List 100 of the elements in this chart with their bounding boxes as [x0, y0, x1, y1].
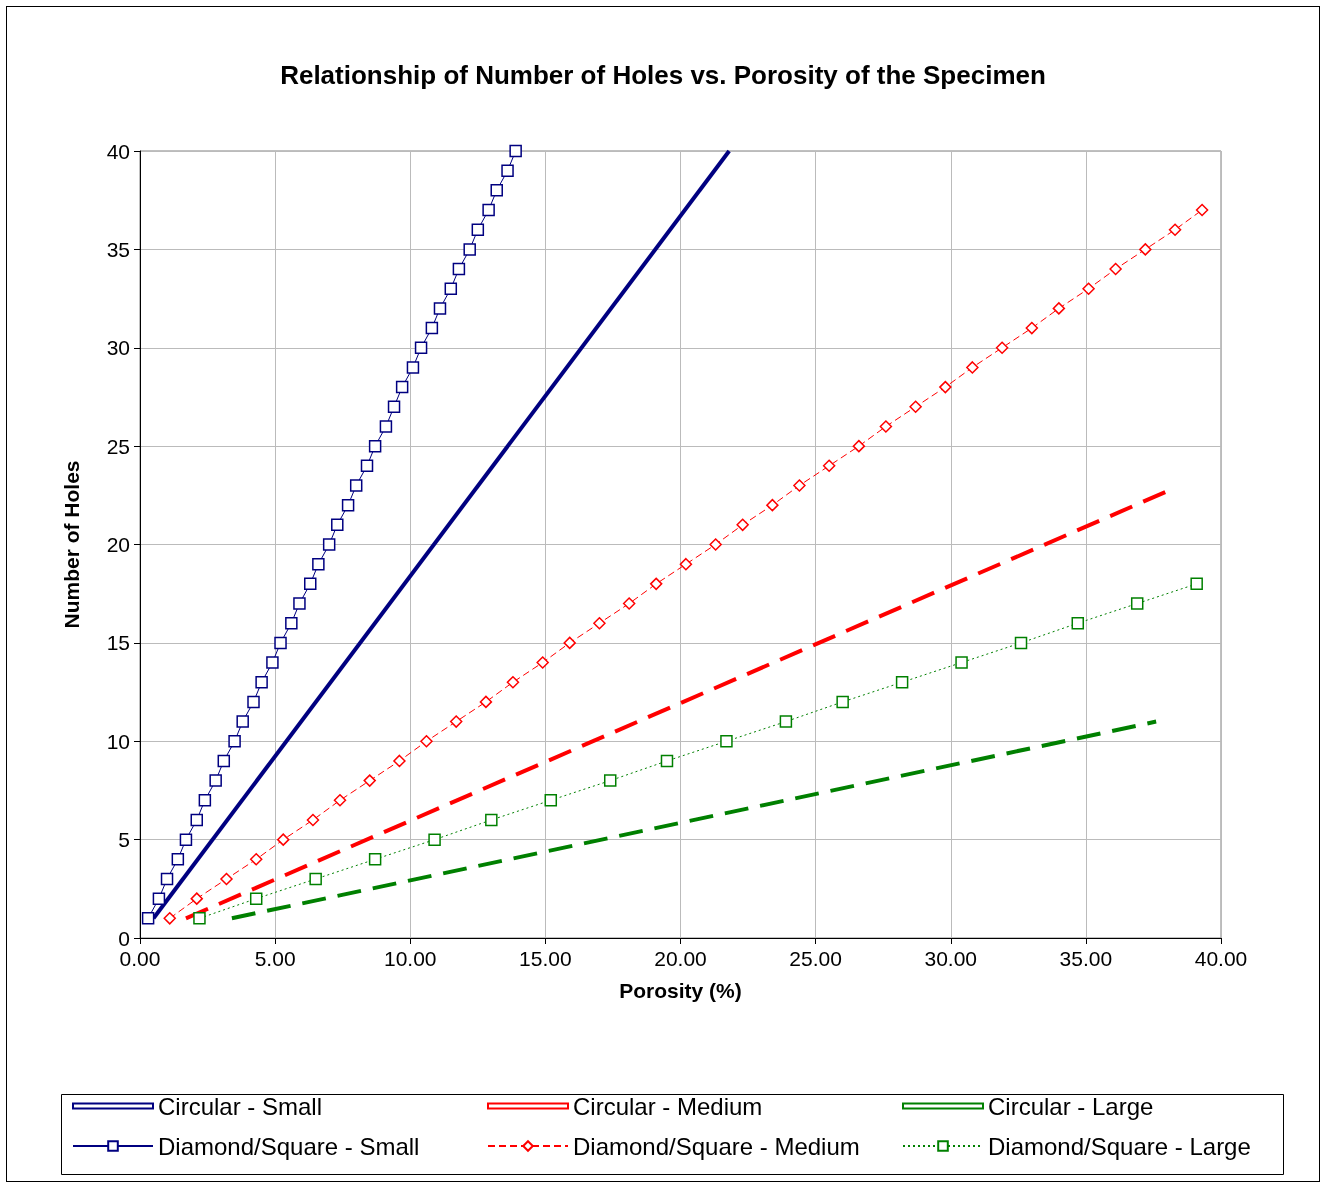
x-axis-title: Porosity (%) [619, 979, 742, 1002]
point [879, 420, 893, 433]
point [485, 813, 498, 827]
point [603, 774, 617, 787]
point [368, 853, 382, 866]
point [1195, 203, 1209, 217]
chart-title: Relationship of Number of Holes vs. Porosity of the Specimen [280, 60, 1046, 90]
point [736, 518, 749, 532]
y-tick-label: 40 [106, 139, 130, 163]
point [1025, 321, 1039, 335]
y-tick-label: 15 [106, 631, 130, 655]
point [406, 361, 420, 374]
point [679, 557, 693, 571]
point [1168, 223, 1182, 236]
x-tick-label: 0.00 [119, 947, 161, 970]
point [217, 754, 231, 768]
point [720, 735, 733, 748]
x-tick-label: 30.00 [924, 947, 978, 970]
point [209, 774, 222, 787]
point [368, 439, 382, 453]
point [909, 400, 922, 414]
point [428, 833, 441, 846]
point [1130, 597, 1144, 610]
point [1052, 302, 1066, 315]
y-tick-label: 10 [106, 729, 130, 753]
point [179, 833, 193, 846]
point [836, 695, 849, 709]
point [363, 774, 376, 787]
point [593, 616, 606, 630]
point [228, 735, 241, 748]
point [793, 479, 806, 492]
point [766, 498, 779, 512]
x-tick-label: 5.00 [254, 947, 296, 970]
point [660, 754, 674, 768]
point [360, 459, 374, 473]
point [414, 341, 428, 354]
x-tick-label: 15.00 [519, 947, 572, 970]
point [387, 400, 401, 414]
y-tick-label: 30 [106, 336, 130, 360]
point [293, 597, 306, 610]
point [822, 459, 836, 473]
point [622, 597, 636, 610]
point [544, 794, 558, 807]
point [490, 184, 503, 197]
point [141, 912, 155, 925]
point [349, 479, 363, 492]
point [249, 892, 263, 905]
point [939, 380, 952, 394]
x-tick-label: 10.00 [383, 947, 437, 970]
point [285, 616, 298, 630]
y-tick-label: 0 [118, 926, 130, 950]
point [852, 439, 866, 453]
point [501, 164, 514, 177]
point [479, 695, 493, 709]
point [1071, 616, 1085, 630]
point [163, 912, 176, 925]
y-tick-label: 35 [106, 237, 130, 261]
point [152, 892, 166, 905]
point [452, 262, 466, 276]
point [306, 813, 320, 827]
point [393, 754, 406, 768]
point [249, 853, 263, 866]
point [536, 656, 549, 669]
point [171, 853, 185, 866]
point [955, 656, 968, 669]
point [1109, 262, 1122, 276]
point [425, 321, 439, 335]
legend-label: Circular - Large [988, 1092, 1154, 1120]
point [266, 656, 279, 669]
point [309, 872, 322, 886]
point [506, 675, 520, 689]
point [333, 794, 347, 807]
legend-label: Diamond/Square - Small [158, 1132, 420, 1160]
point [190, 813, 203, 827]
point [379, 420, 393, 433]
point [322, 538, 336, 551]
point [160, 872, 174, 886]
legend-label: Diamond/Square - Medium [573, 1132, 860, 1160]
point [331, 518, 344, 532]
y-tick-label: 25 [106, 434, 130, 458]
x-tick-label: 25.00 [789, 947, 842, 970]
point [190, 892, 203, 905]
x-tick-label: 35.00 [1059, 947, 1113, 970]
x-tick-label: 20.00 [654, 947, 707, 970]
x-tick-label: 40.00 [1194, 947, 1248, 970]
legend-label: Diamond/Square - Large [988, 1132, 1251, 1160]
point [274, 636, 287, 650]
point [1014, 636, 1028, 650]
point [255, 675, 268, 689]
point [312, 557, 325, 571]
point [220, 872, 233, 886]
legend-label: Circular - Small [158, 1092, 323, 1120]
point [236, 715, 249, 728]
point [395, 380, 409, 394]
point [198, 794, 212, 807]
y-axis-title: Number of Holes [60, 460, 83, 629]
point [463, 243, 476, 256]
point [482, 203, 495, 217]
point [563, 636, 576, 650]
point [304, 577, 317, 591]
